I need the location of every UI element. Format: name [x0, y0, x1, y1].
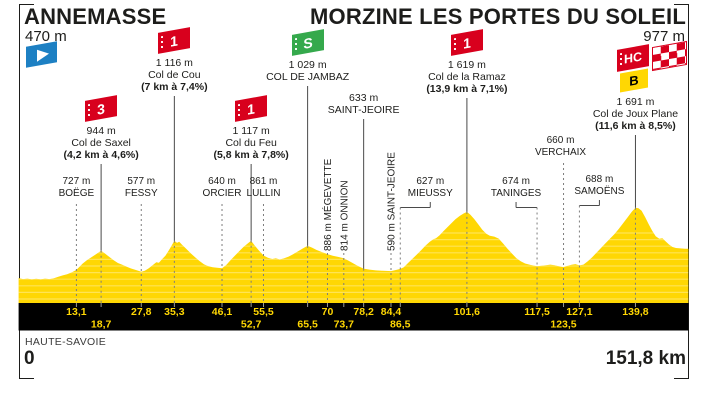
- km-tick-label: 127,1: [566, 306, 592, 318]
- total-distance-label: 151,8 km: [605, 348, 686, 369]
- town-label-vertical: 886 m MÉGEVETTE: [321, 158, 334, 251]
- km-zero-label: 0: [24, 348, 35, 369]
- km-tick-label: 55,5: [253, 306, 274, 318]
- play-icon: [36, 47, 49, 62]
- start-city-title: ANNEMASSE: [24, 4, 167, 29]
- km-tick-label: 117,5: [524, 306, 550, 318]
- km-tick-label: 27,8: [131, 306, 152, 318]
- km-tick-label: 78,2: [353, 306, 374, 318]
- right-frame-bracket: [674, 4, 689, 379]
- finish-altitude: 977 m: [643, 28, 685, 45]
- town-label-vertical: 590 m SAINT-JEOIRE: [387, 152, 398, 251]
- km-tick-label: 13,1: [66, 306, 87, 318]
- region-label: HAUTE-SAVOIE: [25, 336, 107, 348]
- km-tick-label: 101,6: [454, 306, 480, 318]
- km-tick-label: 18,7: [91, 319, 112, 331]
- km-tick-label: 70: [322, 306, 334, 318]
- km-tick-label: 84,4: [381, 306, 402, 318]
- finish-city-title: MORZINE LES PORTES DU SOLEIL: [310, 4, 686, 29]
- km-tick-label: 46,1: [212, 306, 233, 318]
- km-tick-label: 52,7: [241, 319, 262, 331]
- terrain-area: [18, 207, 689, 303]
- km-tick-label: 123,5: [550, 319, 576, 331]
- town-label-vertical: 814 m ONNION: [339, 180, 350, 251]
- start-altitude: 470 m: [25, 28, 67, 45]
- left-frame-bracket: [19, 4, 34, 379]
- km-tick-label: 65,5: [297, 319, 318, 331]
- km-tick-label: 86,5: [390, 319, 411, 331]
- distance-bar: [18, 303, 689, 331]
- km-tick-label: 35,3: [164, 306, 185, 318]
- km-tick-label: 73,7: [334, 319, 355, 331]
- km-tick-label: 139,8: [622, 306, 648, 318]
